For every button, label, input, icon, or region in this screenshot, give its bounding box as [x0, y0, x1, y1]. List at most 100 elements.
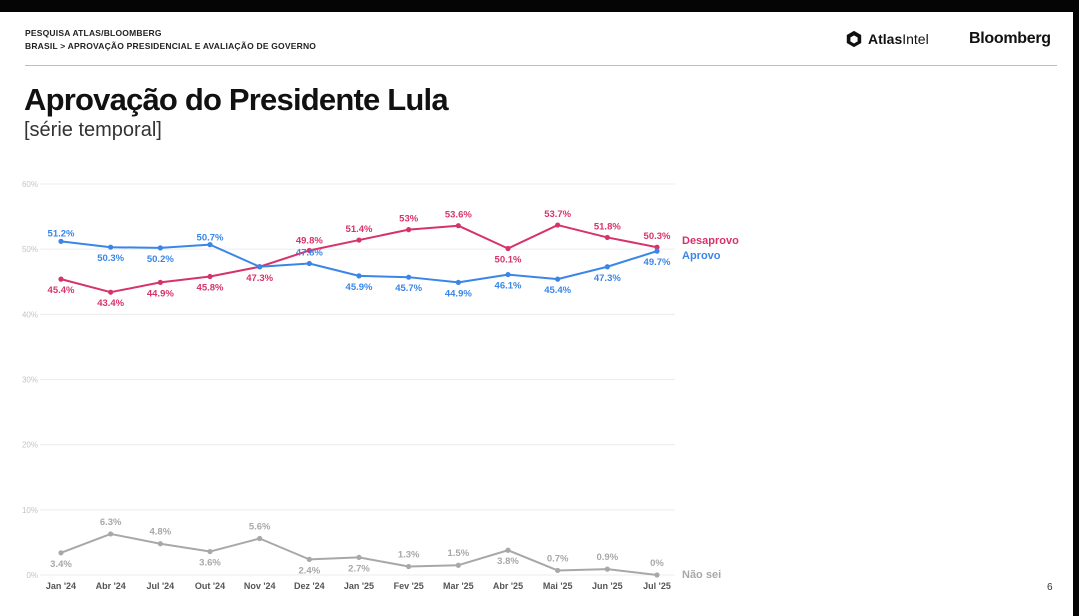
desaprovo-data-label: 51.8%	[594, 221, 621, 232]
x-tick-label: Abr '24	[96, 581, 126, 591]
desaprovo-point	[356, 237, 362, 243]
desaprovo-data-label: 50.1%	[495, 255, 522, 266]
nao-sei-point	[406, 563, 412, 570]
x-tick-label: Jul '25	[643, 581, 671, 591]
aprovo-data-label: 50.3%	[97, 253, 124, 264]
desaprovo-series-label: Desaprovo	[682, 235, 739, 247]
nao-sei-data-label: 1.3%	[398, 550, 420, 561]
nao-sei-point	[654, 572, 660, 578]
nao-sei-data-label: 2.4%	[299, 565, 321, 576]
desaprovo-data-label: 53.6%	[445, 210, 472, 221]
desaprovo-point	[555, 222, 561, 228]
aprovo-point	[257, 264, 263, 270]
desaprovo-point	[654, 244, 660, 250]
header-divider	[25, 65, 1057, 66]
x-tick-label: Jul '24	[147, 581, 175, 591]
nao-sei-point	[356, 554, 362, 561]
aprovo-data-label: 45.9%	[346, 282, 373, 293]
desaprovo-point	[58, 276, 64, 282]
breadcrumb: BRASIL > APROVAÇÃO PRESIDENCIAL E AVALIA…	[25, 41, 317, 51]
desaprovo-point	[604, 234, 610, 241]
nao-sei-data-label: 0%	[650, 558, 664, 569]
desaprovo-data-label: 53%	[399, 214, 419, 225]
y-tick-label: 50%	[22, 245, 38, 254]
nao-sei-data-label: 3.6%	[199, 558, 221, 569]
y-tick-label: 30%	[22, 376, 38, 385]
desaprovo-data-label: 45.8%	[197, 283, 224, 294]
right-border	[1073, 0, 1079, 616]
desaprovo-point	[406, 227, 412, 233]
aprovo-point	[356, 273, 362, 279]
desaprovo-point	[505, 245, 511, 252]
survey-source: PESQUISA ATLAS/BLOOMBERG	[25, 28, 162, 38]
nao-sei-data-label: 0.9%	[597, 552, 619, 563]
x-tick-label: Nov '24	[244, 581, 276, 591]
nao-sei-data-label: 1.5%	[448, 548, 470, 559]
page-subtitle: [série temporal]	[24, 119, 162, 141]
nao-sei-data-label: 4.8%	[150, 527, 172, 538]
nao-sei-data-label: 3.4%	[50, 559, 72, 570]
desaprovo-data-label: 47.3%	[246, 273, 273, 284]
nao-sei-point	[505, 547, 511, 553]
x-tick-label: Jun '25	[592, 581, 623, 591]
page-number: 6	[1047, 582, 1053, 593]
aprovo-point	[58, 238, 64, 244]
aprovo-data-label: 47.8%	[296, 248, 323, 259]
nao-sei-data-label: 0.7%	[547, 553, 569, 564]
bloomberg-logo: Bloomberg	[969, 30, 1051, 47]
aprovo-point	[207, 242, 213, 248]
desaprovo-data-label: 44.9%	[147, 288, 174, 299]
aprovo-point	[604, 264, 610, 270]
y-tick-label: 10%	[22, 506, 38, 515]
nao-sei-point	[455, 562, 461, 568]
nao-sei-point	[108, 531, 114, 537]
aprovo-point	[108, 244, 114, 250]
desaprovo-point	[207, 273, 213, 280]
x-tick-label: Mar '25	[443, 581, 474, 591]
aprovo-data-label: 44.9%	[445, 288, 472, 299]
aprovo-data-label: 45.4%	[544, 285, 571, 296]
nao-sei-point	[207, 548, 213, 555]
aprovo-data-label: 47.3%	[594, 273, 621, 284]
desaprovo-data-label: 45.4%	[48, 285, 75, 296]
desaprovo-data-label: 49.8%	[296, 235, 323, 246]
atlasintel-logo: AtlasIntel	[845, 30, 929, 48]
aprovo-point	[654, 248, 660, 254]
nao-sei-point	[257, 535, 263, 542]
aprovo-point	[505, 271, 511, 278]
x-tick-label: Out '24	[195, 581, 225, 591]
aprovo-point	[157, 245, 163, 251]
desaprovo-data-label: 50.3%	[644, 231, 671, 242]
desaprovo-point	[306, 247, 312, 254]
aprovo-data-label: 49.7%	[644, 257, 671, 268]
x-tick-label: Jan '25	[344, 581, 374, 591]
desaprovo-data-label: 53.7%	[544, 209, 571, 220]
atlasintel-mark-icon	[846, 30, 862, 48]
x-tick-label: Abr '25	[493, 581, 523, 591]
x-tick-label: Fev '25	[394, 581, 424, 591]
nao-sei-series-label: Não sei	[682, 569, 721, 581]
aprovo-point	[406, 274, 412, 280]
x-tick-label: Mai '25	[543, 581, 573, 591]
nao-sei-point	[555, 567, 561, 574]
nao-sei-data-label: 5.6%	[249, 522, 271, 533]
aprovo-point	[455, 279, 461, 286]
aprovo-series-label: Aprovo	[682, 250, 721, 262]
desaprovo-point	[157, 279, 163, 286]
nao-sei-data-label: 2.7%	[348, 563, 370, 574]
approval-line-chart: 0% 10% 20% 30% 40% 50% 60% Jan '24 Abr '24 Jul '2…	[22, 180, 739, 591]
top-border	[0, 0, 1079, 12]
desaprovo-point	[455, 223, 461, 229]
nao-sei-data-label: 6.3%	[100, 517, 122, 528]
aprovo-data-label: 50.7%	[197, 233, 224, 244]
nao-sei-data-label: 3.8%	[497, 556, 519, 567]
page-title: Aprovação do Presidente Lula	[24, 82, 449, 117]
y-tick-label: 60%	[22, 180, 38, 189]
y-tick-label: 40%	[22, 310, 38, 319]
aprovo-data-label: 45.7%	[395, 283, 422, 294]
nao-sei-point	[58, 550, 64, 556]
nao-sei-point	[157, 541, 163, 547]
x-tick-label: Jan '24	[46, 581, 76, 591]
y-tick-label: 0%	[26, 571, 38, 580]
desaprovo-data-label: 43.4%	[97, 298, 124, 309]
